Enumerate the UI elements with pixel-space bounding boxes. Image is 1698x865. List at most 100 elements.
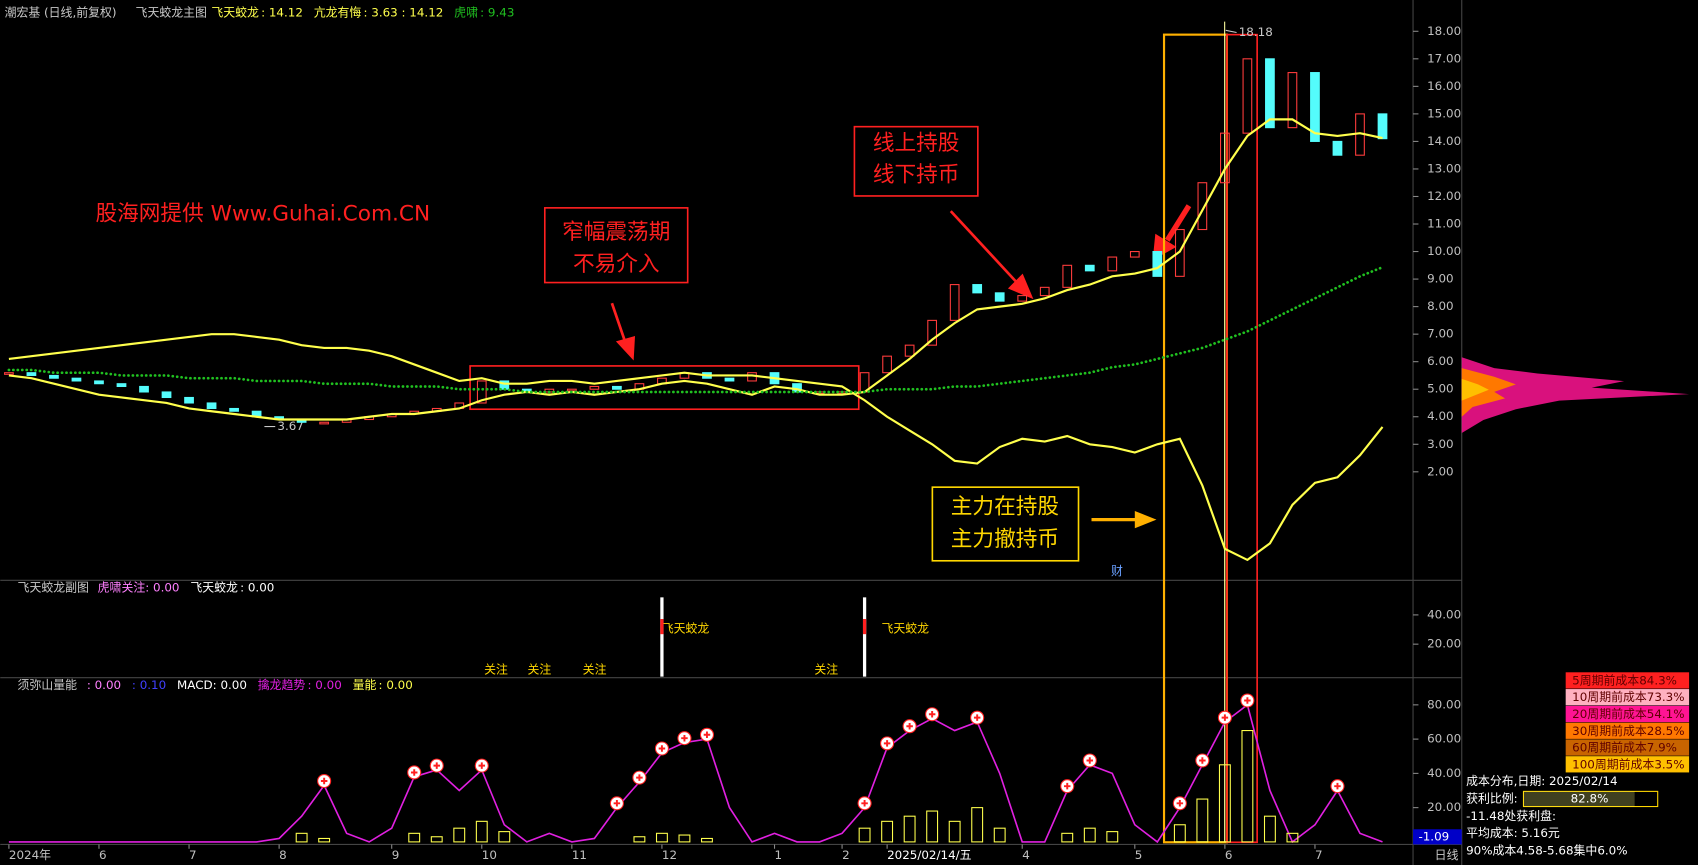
profit-value: 82.8%	[1571, 791, 1609, 805]
volume-bar	[1263, 815, 1276, 843]
legend-item: : 0.00	[308, 678, 342, 692]
volume-bar	[1106, 831, 1119, 843]
x-tick-label: 1	[775, 848, 783, 862]
volume-bar	[1196, 798, 1209, 843]
y-tick-label: 18.00	[1427, 24, 1461, 38]
candle	[116, 383, 127, 388]
cost-line: 平均成本: 5.16元	[1466, 826, 1560, 840]
arrow-head	[1007, 273, 1034, 300]
legend-item: 飞天蛟龙	[211, 5, 259, 19]
candle	[4, 372, 14, 375]
candle	[1265, 58, 1275, 129]
volume-bar	[903, 815, 916, 843]
volume-bar	[430, 836, 443, 843]
cost-level-box	[1565, 705, 1690, 723]
volume-bar	[318, 837, 331, 843]
source-note: 股海网提供 Www.Guhai.Com.CN	[96, 201, 431, 226]
cursor-value: -1.09	[1418, 829, 1449, 843]
candle	[71, 377, 82, 382]
cost-level-box	[1565, 672, 1690, 689]
profit-title: 获利比例:	[1466, 791, 1518, 805]
signal-plus	[1064, 782, 1071, 790]
volume-bar	[1061, 832, 1074, 843]
legend-item: 虎啸	[454, 5, 478, 19]
candle	[612, 385, 622, 390]
volume-bar	[633, 836, 646, 843]
volume-bar	[1083, 827, 1096, 843]
x-tick-label: 11	[572, 848, 587, 862]
cost-level-label: 30周期前成本28.5%	[1572, 724, 1684, 738]
series-line	[8, 118, 1383, 421]
x-tick-label: 7	[189, 848, 197, 862]
legend-item: 量能	[353, 678, 377, 692]
signal-bar	[660, 597, 664, 677]
series-line	[8, 703, 1383, 844]
y-tick-label: 20.00	[1427, 637, 1461, 651]
watch-label: 关注	[527, 663, 551, 677]
note-box	[853, 125, 979, 197]
y-tick-label: 40.00	[1427, 766, 1461, 780]
candle	[972, 284, 983, 294]
y-tick-label: 8.00	[1427, 299, 1453, 313]
signal-label: 飞天蛟龙	[881, 621, 929, 635]
volume-bar	[701, 837, 713, 843]
volume-bar	[1173, 824, 1186, 843]
candle	[994, 292, 1005, 302]
cost-level-box	[1565, 722, 1690, 739]
x-tick-label: 9	[392, 848, 400, 862]
series-line	[8, 333, 1384, 562]
x-tick-label: 12	[662, 848, 677, 862]
y-tick-label: 15.00	[1427, 106, 1461, 120]
arrow	[610, 302, 628, 345]
candle	[949, 284, 960, 321]
candle	[1332, 140, 1343, 156]
note-text: 线下持币	[873, 162, 960, 187]
cost-panel: 5周期前成本84.3% 10周期前成本73.3% 20周期前成本54.1% 30周期前…	[1466, 672, 1690, 857]
y-tick-label: 20.00	[1427, 800, 1461, 814]
candle	[589, 385, 600, 390]
legend-item: : 0.00	[379, 678, 413, 692]
y-tick-label: 60.00	[1427, 732, 1461, 746]
cost-profile	[1461, 357, 1690, 434]
x-tick-label: 6	[1225, 848, 1233, 862]
signal-plus	[1244, 697, 1251, 704]
candle	[1220, 132, 1230, 184]
legend-item: : 3.63 : 14.12	[363, 5, 443, 19]
candle	[927, 319, 938, 346]
candle	[49, 374, 59, 379]
volume-bar	[475, 820, 488, 843]
candle	[476, 380, 487, 404]
legend-item: : 0.00	[240, 580, 274, 594]
signal-plus	[861, 800, 868, 807]
note-text: 不易介入	[573, 252, 660, 277]
cost-date: 成本分布,日期: 2025/02/14	[1466, 774, 1617, 788]
signal-plus	[636, 774, 643, 781]
note-text: 主力撤持币	[951, 527, 1059, 552]
arrow	[949, 210, 1019, 285]
signal-plus	[928, 710, 936, 718]
candle	[139, 385, 149, 393]
volume-bar	[1241, 730, 1254, 843]
x-tick-label: 2024年	[9, 848, 51, 862]
legend-item: MACD: 0.00	[177, 678, 247, 692]
x-tick-label: 8	[279, 848, 287, 862]
volume-bar	[1286, 832, 1299, 843]
x-tick-label: 6	[99, 848, 107, 862]
note-text: 线上持股	[873, 131, 960, 156]
panel-title: 飞天蛟龙副图	[18, 580, 89, 594]
arrow	[1164, 204, 1192, 242]
x-tick-label: 2025/02/14/五	[887, 848, 972, 862]
x-tick-label: 4	[1022, 848, 1030, 862]
legend-item: : 0.10	[132, 678, 166, 692]
candle	[229, 407, 239, 412]
y-tick-label: 11.00	[1427, 217, 1461, 231]
signal-label: 飞天蛟龙	[662, 621, 710, 635]
signal-plus	[320, 777, 328, 785]
candle	[1062, 264, 1073, 288]
cost-level-label: 5周期前成本84.3%	[1572, 673, 1677, 687]
volume-bar	[408, 832, 421, 843]
signal-plus	[410, 769, 418, 776]
y-tick-label: 12.00	[1427, 189, 1461, 203]
